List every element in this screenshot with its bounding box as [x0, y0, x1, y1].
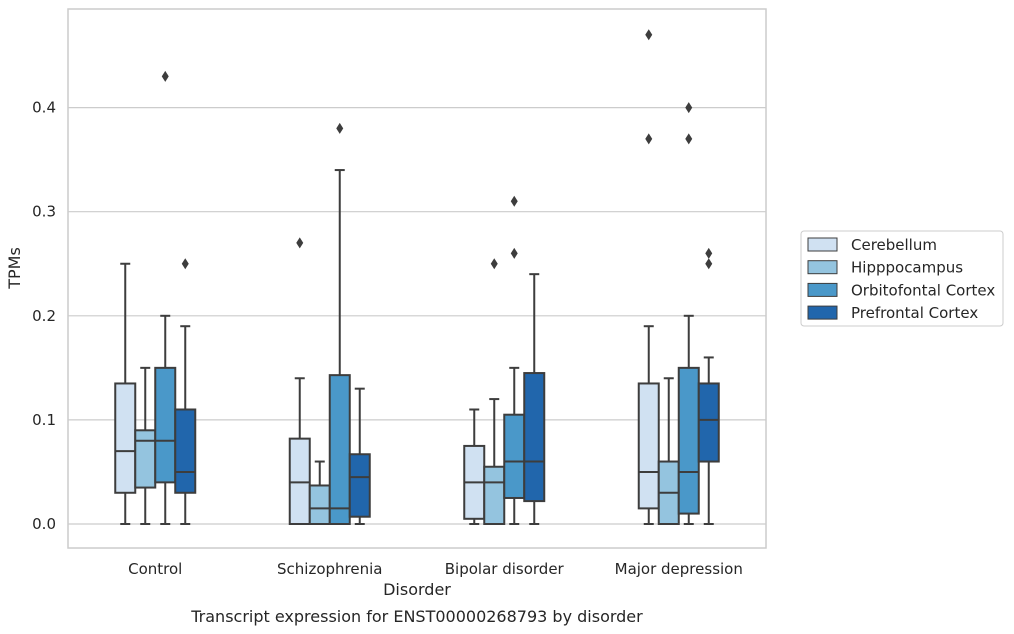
x-tick-labels: Control Schizophrenia Bipolar disorder Majo…: [128, 560, 743, 578]
box: [697, 382, 720, 463]
box: [637, 382, 660, 510]
box: [523, 372, 546, 503]
box: [174, 408, 197, 494]
legend-frame: [800, 230, 1004, 327]
x-axis-title: Disorder: [383, 580, 451, 599]
legend: Cerebellum Hipppocampus Orbitofontal Corte…: [800, 230, 1004, 327]
box: [308, 484, 331, 525]
legend-label: Orbitofontal Cortex: [851, 281, 995, 299]
box-group: [637, 29, 720, 526]
outlier-point: [490, 258, 498, 270]
box: [288, 437, 311, 525]
outlier-point: [336, 122, 344, 134]
box: [328, 374, 351, 525]
y-tick-label: 0.3: [32, 203, 56, 221]
legend-label: Hipppocampus: [851, 259, 963, 277]
legend-swatch: [807, 305, 838, 320]
box: [134, 429, 157, 489]
box: [154, 366, 177, 484]
box-groups: [114, 29, 720, 526]
box-group: [288, 122, 371, 525]
outlier-point: [510, 247, 518, 259]
plot-frame: [67, 8, 767, 549]
outlier-point: [685, 102, 693, 114]
outlier-point: [296, 237, 304, 249]
y-tick-label: 0.0: [32, 515, 56, 533]
x-tick-label: Bipolar disorder: [445, 560, 565, 578]
x-tick-label: Control: [128, 560, 182, 578]
outlier-point: [161, 70, 169, 82]
x-tick-label: Schizophrenia: [277, 560, 382, 578]
y-tick-labels: 0.0 0.1 0.2 0.3 0.4: [32, 99, 56, 533]
x-tick-label: Major depression: [615, 560, 743, 578]
legend-label: Cerebellum: [851, 236, 937, 254]
outlier-point: [181, 258, 189, 270]
y-axis-title: TPMs: [5, 247, 24, 290]
box-group: [114, 70, 197, 525]
box: [348, 453, 371, 518]
outlier-point: [645, 29, 653, 41]
outlier-point: [705, 258, 713, 270]
legend-label: Prefrontal Cortex: [851, 304, 978, 322]
y-tick-label: 0.4: [32, 99, 56, 117]
outlier-point: [705, 247, 713, 259]
legend-swatch: [807, 260, 838, 275]
box: [677, 366, 700, 515]
outlier-point: [685, 133, 693, 145]
box: [114, 382, 137, 494]
box-group: [463, 195, 546, 525]
y-tick-label: 0.2: [32, 307, 56, 325]
y-tick-label: 0.1: [32, 411, 56, 429]
legend-swatch: [807, 282, 838, 297]
box: [503, 413, 526, 499]
legend-swatch: [807, 237, 838, 252]
outlier-point: [645, 133, 653, 145]
outlier-point: [510, 195, 518, 207]
figure-caption: Transcript expression for ENST0000026879…: [190, 607, 643, 626]
box: [483, 465, 506, 525]
